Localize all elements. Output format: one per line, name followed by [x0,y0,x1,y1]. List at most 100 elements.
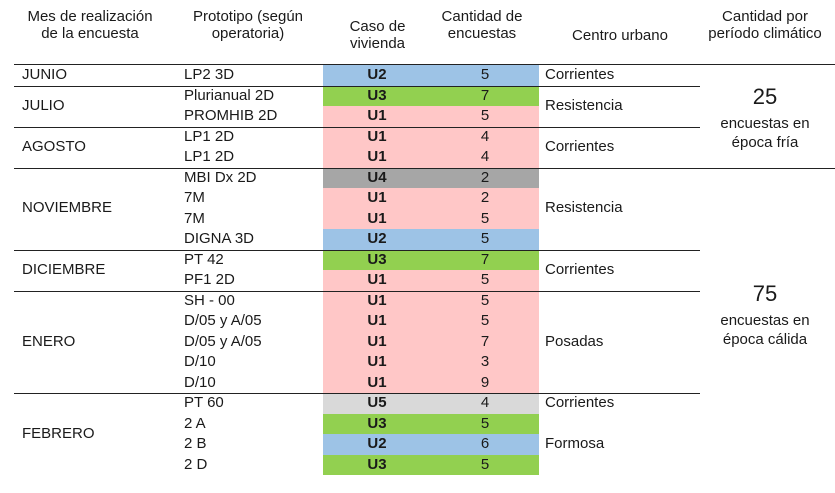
table-row: U1 3 [323,352,539,373]
table-row: U1 5 [323,270,539,291]
group-divider [14,126,700,128]
case-label: U2 [367,230,387,247]
case-label: U4 [367,168,387,186]
count-value: 5 [480,107,490,124]
count-value: 3 [480,353,490,370]
center-divider [540,393,700,394]
case-label: U1 [367,353,387,370]
case-label: U3 [367,86,387,104]
prototype-cell: D/10 [184,353,216,370]
count-value: 7 [480,86,490,104]
prototype-cell: PROMHIB 2D [184,107,278,124]
month-cell: AGOSTO [22,137,86,155]
center-cell: Resistencia [545,96,623,114]
case-label: U1 [367,373,387,391]
count-value: 5 [480,291,490,309]
prototype-cell: MBI Dx 2D [184,168,257,186]
center-cell: Resistencia [545,199,623,217]
prototype-cell: D/05 y A/05 [184,312,262,329]
prototype-cell: 7M [184,189,205,206]
table-row: U2 6 [323,434,539,455]
count-value: 5 [480,230,490,247]
prototype-cell: LP1 2D [184,127,235,145]
prototype-cell: PT 42 [184,250,224,268]
table-row: U3 5 [323,413,539,434]
center-cell: Corrientes [545,394,615,411]
count-value: 5 [480,414,490,432]
count-value: 5 [480,271,490,288]
header-count: Cantidad de encuestas [441,8,523,42]
month-cell: DICIEMBRE [22,260,106,278]
count-value: 9 [480,373,490,391]
header-prototype: Prototipo (según operatoria) [192,8,304,42]
group-divider [14,167,700,169]
prototype-cell: Plurianual 2D [184,86,275,104]
center-cell: Posadas [545,332,604,350]
count-value: 4 [480,394,490,411]
group-divider [14,249,700,251]
prototype-cell: D/05 y A/05 [184,332,262,350]
header-period: Cantidad por período climático [708,8,822,42]
count-value: 4 [480,148,490,165]
prototype-cell: LP1 2D [184,148,235,165]
count-value: 2 [480,168,490,186]
center-cell: Corrientes [545,137,615,155]
count-value: 2 [480,189,490,206]
prototype-cell: LP2 3D [184,66,235,83]
case-label: U1 [367,271,387,288]
case-label: U1 [367,312,387,329]
group-divider [14,393,700,394]
table-row: U5 4 [323,393,539,414]
table-row: U1 5 [323,208,539,229]
case-label: U2 [367,66,387,83]
count-value: 7 [480,332,490,350]
table-row: U3 7 [323,85,539,106]
table-row: U1 5 [323,311,539,332]
prototype-cell: 2 B [184,435,207,452]
count-value: 4 [480,127,490,145]
table-row: U4 2 [323,167,539,188]
prototype-cell: 2 D [184,455,208,473]
period-divider [700,167,835,169]
case-label: U1 [367,148,387,165]
table-row: U3 7 [323,249,539,270]
prototype-cell: PF1 2D [184,271,235,288]
case-label: U1 [367,209,387,227]
table-row: U1 5 [323,290,539,311]
prototype-cell: D/10 [184,373,216,391]
table-row: U1 7 [323,331,539,352]
period-label: encuestas en época cálida [720,312,810,348]
count-value: 7 [480,250,490,268]
header-month: Mes de realización de la encuesta [27,8,153,42]
month-cell: JUNIO [22,66,67,83]
case-label: U1 [367,291,387,309]
prototype-cell: SH - 00 [184,291,235,309]
table-row: U2 5 [323,65,539,86]
period-total: 75 [752,281,778,306]
period-label: encuestas en época fría [720,115,810,151]
table-row: U1 5 [323,106,539,127]
table-row: U3 5 [323,454,539,475]
case-label: U2 [367,435,387,452]
table-row: U1 2 [323,188,539,209]
case-label: U3 [367,250,387,268]
count-value: 5 [480,312,490,329]
center-cell: Corrientes [545,66,615,83]
case-label: U5 [367,394,387,411]
count-value: 5 [480,66,490,83]
count-value: 5 [480,209,490,227]
table-row: U1 4 [323,147,539,168]
group-divider [14,290,700,292]
month-cell: NOVIEMBRE [22,199,113,217]
case-label: U1 [367,332,387,350]
table-row: U2 5 [323,229,539,250]
group-divider [14,85,700,87]
case-label: U1 [367,107,387,124]
header-case: Caso de vivienda [349,18,406,52]
period-total: 25 [752,84,778,109]
case-label: U1 [367,127,387,145]
prototype-cell: 2 A [184,414,206,432]
month-cell: ENERO [22,332,76,350]
center-cell: Formosa [545,435,605,452]
